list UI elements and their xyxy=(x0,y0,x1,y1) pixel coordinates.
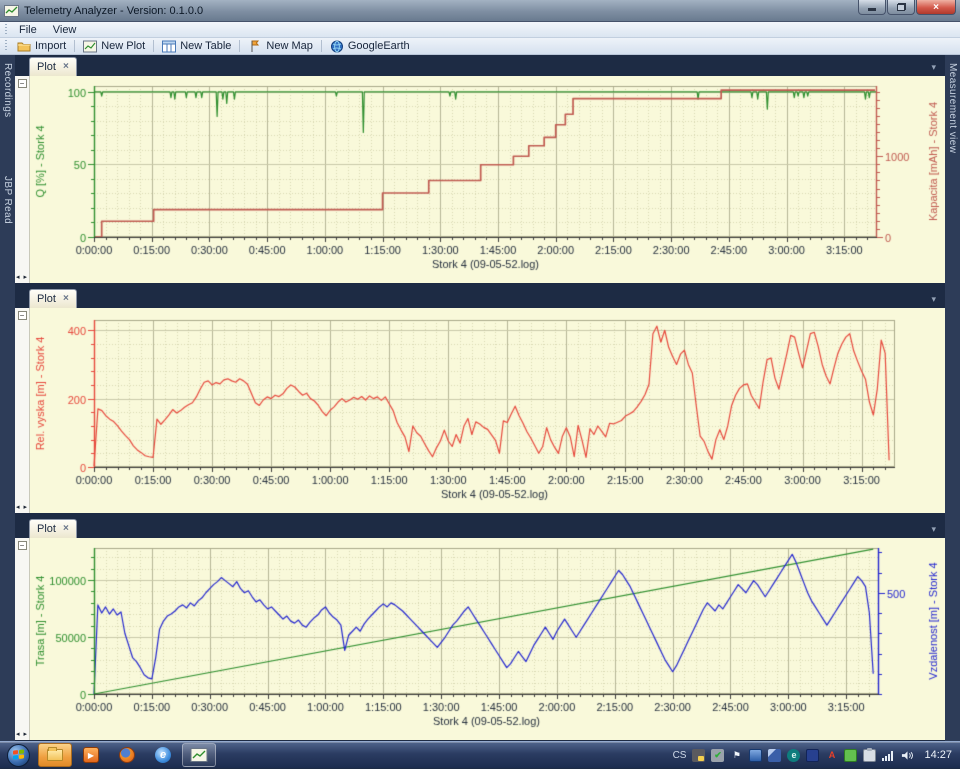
plot1-panel: − ◂ ▸ xyxy=(15,76,945,283)
plot2-tab-row: Plot × ▾ xyxy=(15,287,945,308)
toolbar-grip xyxy=(3,39,8,53)
folder-icon xyxy=(17,40,31,53)
close-icon: × xyxy=(933,1,939,13)
folder-icon xyxy=(47,747,63,761)
chevron-down-icon[interactable]: ▾ xyxy=(931,524,936,534)
horizontal-scroll-arrows[interactable]: ◂ ▸ xyxy=(16,504,28,511)
eset-icon[interactable]: e xyxy=(787,748,801,762)
plot2-tab[interactable]: Plot × xyxy=(29,289,77,308)
chevron-down-icon[interactable]: ▾ xyxy=(931,62,936,72)
windows-logo-icon xyxy=(6,743,30,767)
plot3-tree-strip: − ◂ ▸ xyxy=(15,538,30,740)
antivirus-icon[interactable]: A xyxy=(828,749,836,760)
minimize-button[interactable] xyxy=(858,0,886,15)
taskbar-media-player[interactable]: ▶ xyxy=(74,743,108,767)
left-dock: Recordings JBP Read xyxy=(0,55,15,741)
app-icon xyxy=(4,4,19,18)
title-bar: Telemetry Analyzer - Version: 0.1.0.0 × xyxy=(0,0,960,22)
plot3-tab[interactable]: Plot × xyxy=(29,519,77,538)
plot1-tree-strip: − ◂ ▸ xyxy=(15,76,30,283)
dock-tab-jbp-read[interactable]: JBP Read xyxy=(2,175,13,224)
globe-icon xyxy=(330,40,344,53)
menu-bar: File View xyxy=(0,22,960,38)
menu-file[interactable]: File xyxy=(19,23,37,36)
googleearth-button[interactable]: GoogleEarth xyxy=(324,38,416,54)
plot2-tree-strip: − ◂ ▸ xyxy=(15,308,30,513)
new-table-button[interactable]: New Table xyxy=(156,38,237,54)
chart-icon xyxy=(83,40,98,53)
tab-label: Plot xyxy=(37,61,56,73)
plot1-tab[interactable]: Plot × xyxy=(29,57,77,76)
toolbar-separator xyxy=(239,40,241,52)
new-plot-button[interactable]: New Plot xyxy=(77,38,151,54)
import-button[interactable]: Import xyxy=(11,38,72,54)
close-icon[interactable]: × xyxy=(62,61,69,72)
volume-icon[interactable] xyxy=(901,749,914,762)
horizontal-scroll-arrows[interactable]: ◂ ▸ xyxy=(16,731,28,738)
toolbar-grip xyxy=(3,23,8,36)
tree-collapse-icon[interactable]: − xyxy=(17,311,27,320)
plot2-panel: − ◂ ▸ xyxy=(15,308,945,513)
restore-icon xyxy=(896,3,906,11)
start-button[interactable] xyxy=(0,742,36,769)
plot2-canvas[interactable] xyxy=(30,308,945,513)
toolbar-separator xyxy=(153,40,155,52)
toolbar-separator xyxy=(320,40,322,52)
horizontal-scroll-arrows[interactable]: ◂ ▸ xyxy=(16,274,28,281)
remote-desktop-icon[interactable] xyxy=(806,748,820,762)
taskbar-windows-explorer[interactable] xyxy=(38,743,72,767)
window-title: Telemetry Analyzer - Version: 0.1.0.0 xyxy=(24,4,204,17)
firefox-icon xyxy=(119,747,135,763)
system-tray: CS ✔ ⚑ e A 14:27 xyxy=(672,747,960,762)
toolbar: Import New Plot New Table New Map Google… xyxy=(0,38,960,55)
main-area: Recordings JBP Read Plot × ▾ − ◂ ▸ xyxy=(0,55,960,741)
minimize-icon xyxy=(868,8,876,11)
new-map-button[interactable]: New Map xyxy=(242,38,318,54)
plot3-canvas[interactable] xyxy=(30,538,945,740)
close-icon[interactable]: × xyxy=(62,523,69,534)
clipboard-icon[interactable] xyxy=(863,747,877,762)
language-indicator[interactable]: CS xyxy=(672,749,687,761)
taskbar-telemetry-analyzer[interactable] xyxy=(182,743,216,767)
plot1-tab-row: Plot × ▾ xyxy=(15,55,945,76)
usb-safely-remove-icon[interactable]: ✔ xyxy=(711,748,725,762)
taskbar-firefox[interactable] xyxy=(110,743,144,767)
action-center-flag-icon[interactable]: ⚑ xyxy=(732,749,741,760)
chevron-down-icon[interactable]: ▾ xyxy=(931,294,936,304)
taskbar-apps: ▶ e xyxy=(38,743,216,767)
network-signal-icon[interactable] xyxy=(882,749,895,762)
tab-label: Plot xyxy=(37,293,56,305)
play-icon: ▶ xyxy=(83,747,99,763)
tray-app-icon[interactable] xyxy=(749,748,763,762)
flag-icon xyxy=(248,40,262,53)
right-dock: Measurement view xyxy=(945,55,960,741)
taskbar-internet-explorer[interactable]: e xyxy=(146,743,180,767)
dock-tab-measurement-view[interactable]: Measurement view xyxy=(947,63,958,154)
close-icon[interactable]: × xyxy=(62,293,69,304)
tree-collapse-icon[interactable]: − xyxy=(17,79,27,88)
document-area: Plot × ▾ − ◂ ▸ Plot × ▾ xyxy=(15,55,945,741)
menu-view[interactable]: View xyxy=(52,23,77,36)
tree-collapse-icon[interactable]: − xyxy=(17,541,27,550)
tab-label: Plot xyxy=(37,523,56,535)
close-button[interactable]: × xyxy=(916,0,956,15)
chart-icon xyxy=(190,748,208,762)
taskbar-clock[interactable]: 14:27 xyxy=(924,749,952,761)
internet-explorer-icon: e xyxy=(155,747,171,763)
snipping-tool-icon[interactable] xyxy=(692,748,706,762)
plot3-tab-row: Plot × ▾ xyxy=(15,517,945,538)
toolbar-separator xyxy=(74,40,76,52)
plot3-panel: − ◂ ▸ xyxy=(15,538,945,740)
table-icon xyxy=(162,40,177,53)
plot1-canvas[interactable] xyxy=(30,76,945,283)
stylus-icon[interactable] xyxy=(768,748,782,762)
taskbar: ▶ e CS ✔ ⚑ e A 14:27 xyxy=(0,741,960,768)
green-grid-icon[interactable] xyxy=(844,748,858,762)
dock-tab-recordings[interactable]: Recordings xyxy=(2,63,13,118)
restore-button[interactable] xyxy=(887,0,915,15)
